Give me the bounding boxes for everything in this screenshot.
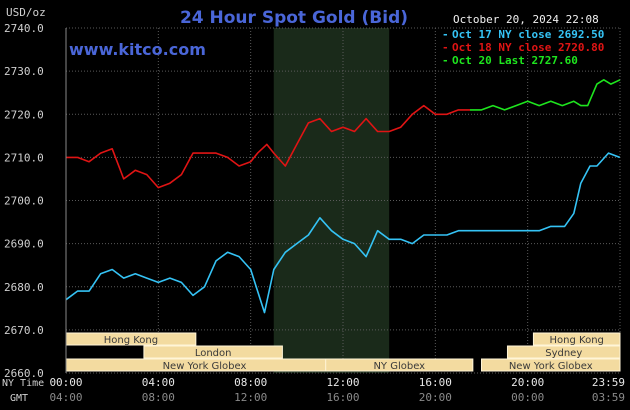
market-session-label: New York Globex [163,361,247,372]
x-tick-label-gmt: 20:00 [419,391,452,404]
y-axis-tick-labels: 2740.0 2730.0 2720.0 2710.0 2700.0 2690.0 2680… [4,22,44,380]
market-session-box [325,358,474,372]
x-tick-label-ny: 16:00 [419,376,452,389]
y-tick-label: 2740.0 [4,22,44,35]
x-tick-label-ny: 23:59 [592,376,625,389]
legend-bullet: - [442,41,449,54]
market-session-label: London [195,348,232,359]
x-tick-label-gmt: 00:00 [511,391,544,404]
y-tick-label: 2700.0 [4,195,44,208]
timestamp: October 20, 2024 22:08 [453,13,599,26]
units-label: USD/oz [6,6,46,19]
market-session-box [532,332,621,346]
x-tick-label-ny: 12:00 [326,376,359,389]
series-line-2 [66,104,470,189]
legend: - Oct 17 NY close 2692.50- Oct 18 NY close… [442,28,604,67]
x-tick-label-gmt: 03:59 [592,391,625,404]
y-tick-label: 2660.0 [4,367,44,380]
x-axis-tick-labels: 00:00 04:00 04:00 08:00 08:00 12:00 12:00 16:00… [49,376,625,404]
market-session-box [481,358,621,372]
y-tick-label: 2720.0 [4,108,44,121]
ny-time-label: NY Time [2,378,44,389]
legend-entry: Oct 20 Last 2727.60 [452,54,578,67]
market-session-label: NY Globex [373,361,425,372]
chart-title: 24 Hour Spot Gold (Bid) [180,8,408,28]
market-session-box [143,345,283,359]
watermark-logo: www.kitco.com [69,40,206,59]
x-tick-label-gmt: 16:00 [326,391,359,404]
gridlines [65,27,621,374]
y-tick-label: 2710.0 [4,151,44,164]
x-tick-label-ny: 04:00 [142,376,175,389]
market-session-label: New York Globex [509,361,593,372]
x-tick-label-ny: 08:00 [234,376,267,389]
x-tick-label-gmt: 04:00 [49,391,82,404]
market-session-label: Hong Kong [550,335,604,346]
x-tick-label-gmt: 08:00 [142,391,175,404]
market-session-label: Sydney [545,348,582,359]
y-tick-label: 2730.0 [4,65,44,78]
x-tick-label-ny: 00:00 [49,376,82,389]
price-series [65,79,621,314]
y-tick-label: 2680.0 [4,281,44,294]
market-session-label: Hong Kong [104,335,158,346]
x-tick-label-ny: 20:00 [511,376,544,389]
gmt-label: GMT [10,393,28,404]
y-tick-label: 2670.0 [4,324,44,337]
series-line-1 [65,152,621,314]
x-tick-label-gmt: 12:00 [234,391,267,404]
market-session-box [506,345,621,359]
legend-bullet: - [442,54,449,67]
legend-entry: Oct 17 NY close 2692.50 [452,28,604,41]
legend-entry: Oct 18 NY close 2720.80 [452,41,604,54]
legend-bullet: - [442,28,449,41]
series-line-3 [470,79,621,111]
y-tick-label: 2690.0 [4,238,44,251]
